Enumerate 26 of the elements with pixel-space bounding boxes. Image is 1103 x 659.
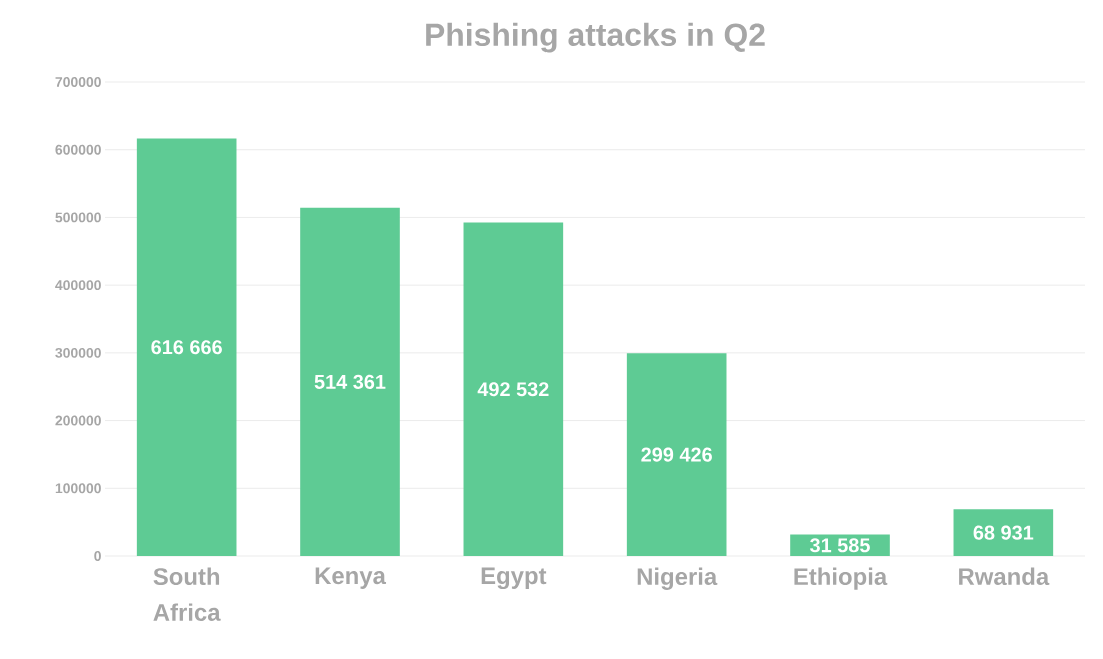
x-tick-label: Rwanda xyxy=(959,567,1050,586)
y-tick-label: 600000 xyxy=(55,144,101,155)
x-tick-label: Ethiopia xyxy=(794,567,888,590)
bar xyxy=(626,353,727,556)
x-tick-label: Nigeria xyxy=(637,567,718,590)
y-tick-label: 300000 xyxy=(55,347,101,358)
chart-title: Phishing attacks in Q2 xyxy=(426,22,765,53)
y-tick-label: 200000 xyxy=(55,415,101,426)
data-label: 31 585 xyxy=(809,538,870,553)
bar xyxy=(463,222,564,556)
y-tick-label: 500000 xyxy=(55,212,101,223)
x-tick-label: South Africa xyxy=(153,567,221,621)
x-tick-label: Kenya xyxy=(315,567,387,589)
bar xyxy=(300,207,400,556)
y-tick-label: 100000 xyxy=(55,483,101,494)
data-label: 299 426 xyxy=(641,447,712,462)
y-tick-label: 700000 xyxy=(55,77,101,87)
data-label: 492 532 xyxy=(477,382,549,397)
bar xyxy=(136,138,237,556)
y-tick-label: 0 xyxy=(94,551,101,561)
data-label: 68 931 xyxy=(973,525,1034,540)
x-tick-label: Egypt xyxy=(481,567,547,590)
bar xyxy=(953,509,1054,556)
data-label: 616 666 xyxy=(151,340,222,355)
data-label: 514 361 xyxy=(314,374,386,389)
y-tick-label: 400000 xyxy=(55,280,101,291)
